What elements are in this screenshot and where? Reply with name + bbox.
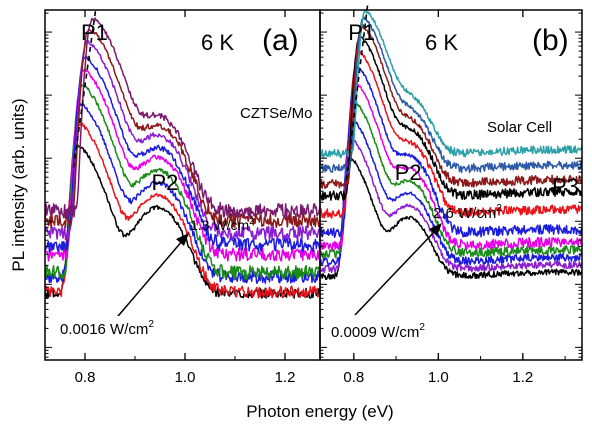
- panel-a-ticks: 0.8 1.0 1.2: [45, 10, 295, 386]
- panel-b-series-7: [320, 50, 582, 219]
- panel-a-series-9: [45, 17, 320, 219]
- panel-b-peak-p3: P3: [552, 174, 579, 199]
- panel-b-power-low: 0.0009 W/cm2: [331, 322, 425, 341]
- panel-b-series: [320, 10, 582, 281]
- y-axis-label: PL intensity (arb. units): [9, 98, 28, 271]
- panel-a-x-tick-label: 1.2: [275, 369, 296, 386]
- panel-b-peak-p1: P1: [348, 20, 375, 45]
- panel-b: 0.8 1.0 1.2 (b) 6 K Solar Cell P1 P2 P3 2.…: [319, 3, 583, 386]
- panel-a-arrow-head: [176, 233, 189, 246]
- panel-b-peak-trend: [345, 3, 369, 181]
- x-axis-label: Photon energy (eV): [246, 402, 393, 421]
- panel-b-power-high: 2.6 W/cm2: [433, 203, 502, 222]
- panel-b-series-5: [320, 80, 582, 251]
- panel-a-temperature: 6 K: [201, 30, 234, 55]
- panel-a-x-tick-label: 0.8: [75, 369, 96, 386]
- panel-a-label: (a): [262, 24, 299, 57]
- panel-b-power-arrow: [354, 229, 437, 316]
- panel-a-series-4: [45, 84, 320, 280]
- panel-a-series-3: [45, 102, 320, 284]
- panel-b-temperature: 6 K: [425, 30, 458, 55]
- panel-b-power-low-box: [328, 318, 473, 344]
- panel-b-x-tick-label: 1.0: [428, 369, 449, 386]
- panel-a-power-low-box: [57, 316, 207, 340]
- panel-b-series-2: [320, 137, 582, 274]
- panel-b-series-11: [320, 10, 582, 159]
- panel-a-peak-p1: P1: [81, 20, 108, 45]
- panel-a-power-low: 0.0016 W/cm2: [60, 319, 154, 338]
- panel-a: 0.8 1.0 1.2 (a) 6 K CZTSe/Mo P1 P2 1.3 W/c…: [44, 9, 321, 386]
- panel-b-series-4: [320, 99, 582, 259]
- panel-a-series: [45, 17, 320, 300]
- panel-a-series-1: [45, 143, 320, 300]
- panel-a-peak-p2: P2: [152, 170, 179, 195]
- panel-a-series-2: [45, 122, 320, 299]
- panel-b-series-3: [320, 118, 582, 266]
- panel-a-sample: CZTSe/Mo: [240, 105, 313, 122]
- panel-b-peak-p2: P2: [395, 160, 422, 185]
- panel-b-frame: [319, 9, 583, 361]
- panel-b-series-6: [320, 65, 582, 238]
- panel-b-arrow-head: [429, 223, 442, 236]
- panel-b-sample: Solar Cell: [487, 119, 552, 136]
- panel-a-power-arrow: [112, 239, 184, 323]
- panel-b-series-1: [320, 156, 582, 281]
- panel-b-label: (b): [532, 24, 569, 57]
- panel-a-x-tick-label: 1.0: [175, 369, 196, 386]
- panel-b-x-tick-label: 1.2: [512, 369, 533, 386]
- panel-b-ticks: 0.8 1.0 1.2: [320, 10, 582, 386]
- panel-b-x-tick-label: 0.8: [343, 369, 364, 386]
- panel-a-power-high: 1.3 W/cm2: [190, 216, 254, 233]
- panel-a-series-8: [45, 28, 320, 229]
- panel-b-series-10: [320, 16, 582, 174]
- panel-a-series-5: [45, 67, 320, 262]
